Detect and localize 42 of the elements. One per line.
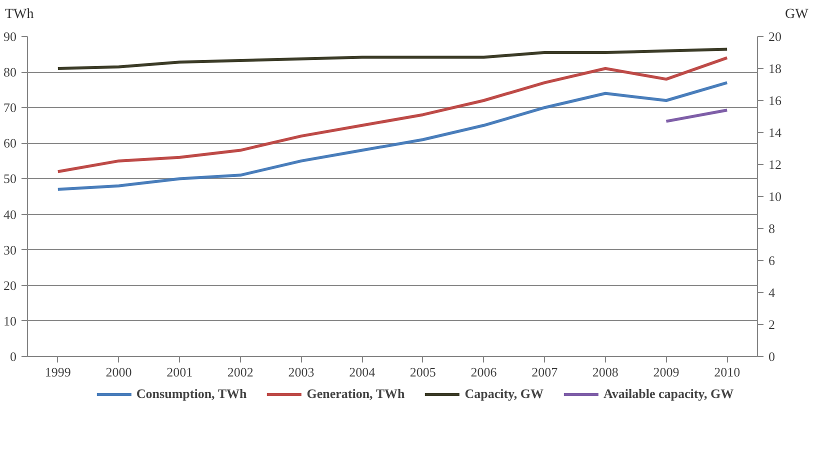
y-tick-label: 90 — [4, 29, 16, 44]
line-series — [56, 81, 729, 191]
y2-tick-label: 12 — [768, 157, 782, 172]
legend-label: Available capacity, GW — [603, 386, 734, 402]
y2-tick-label: 4 — [768, 285, 776, 300]
y2-axis-title: GW — [785, 6, 808, 24]
y2-tick-label: 14 — [768, 125, 782, 140]
y2-tick-label: 6 — [768, 253, 776, 268]
x-tick-label: 2010 — [714, 364, 740, 380]
legend-label: Capacity, GW — [464, 386, 544, 402]
y-tick-label: 0 — [10, 349, 16, 364]
y-axis-title: TWh — [5, 6, 34, 24]
y2-tick-label: 10 — [768, 189, 782, 204]
y-tick-label: 30 — [4, 242, 16, 258]
y-tick-label: 10 — [4, 313, 16, 328]
legend-label: Generation, TWh — [306, 386, 405, 402]
x-tick-label: 2008 — [592, 364, 618, 380]
y2-tick-label: 16 — [768, 93, 782, 108]
y2-tick-label: 2 — [768, 317, 775, 332]
x-tick-label: 2002 — [227, 364, 254, 380]
x-tick-label: 2003 — [288, 364, 314, 380]
y2-tick-label: 20 — [768, 29, 782, 44]
y-tick-label: 70 — [4, 100, 16, 116]
y-tick-label: 40 — [4, 206, 16, 222]
y-tick-label: 50 — [4, 171, 16, 186]
y-tick-label: 60 — [4, 136, 16, 151]
x-tick-label: 2007 — [532, 364, 558, 380]
y2-tick-label: 8 — [768, 221, 775, 236]
x-tick-label: 2000 — [106, 364, 132, 380]
line-series — [56, 48, 729, 70]
x-tick-label: 1999 — [44, 364, 71, 380]
line-series — [56, 56, 729, 174]
legend-label: Consumption, TWh — [136, 386, 247, 402]
y2-tick-label: 18 — [768, 61, 782, 76]
x-tick-label: 2001 — [166, 364, 193, 380]
y-tick-label: 80 — [4, 64, 16, 80]
y2-tick-label: 0 — [768, 349, 775, 364]
y-tick-label: 20 — [4, 278, 16, 293]
x-tick-label: 2006 — [470, 364, 498, 380]
x-tick-label: 2004 — [349, 364, 376, 380]
x-tick-label: 2009 — [653, 364, 680, 380]
x-tick-label: 2005 — [410, 364, 436, 380]
